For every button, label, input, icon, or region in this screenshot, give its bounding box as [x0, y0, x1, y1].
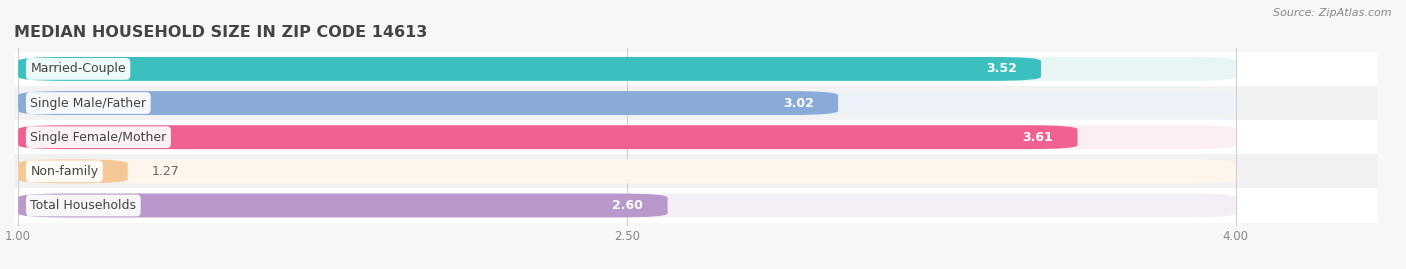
Text: Non-family: Non-family	[31, 165, 98, 178]
Text: Married-Couple: Married-Couple	[31, 62, 127, 75]
Text: MEDIAN HOUSEHOLD SIZE IN ZIP CODE 14613: MEDIAN HOUSEHOLD SIZE IN ZIP CODE 14613	[14, 25, 427, 40]
Text: 3.61: 3.61	[1022, 131, 1053, 144]
FancyBboxPatch shape	[18, 125, 1236, 149]
Bar	[14, 52, 1378, 86]
Text: 2.60: 2.60	[613, 199, 643, 212]
FancyBboxPatch shape	[18, 159, 128, 183]
FancyBboxPatch shape	[18, 125, 1077, 149]
Text: Single Male/Father: Single Male/Father	[31, 97, 146, 109]
Text: 3.52: 3.52	[986, 62, 1017, 75]
Bar	[14, 154, 1378, 188]
Bar	[14, 120, 1378, 154]
FancyBboxPatch shape	[18, 159, 1236, 183]
Text: 1.27: 1.27	[152, 165, 180, 178]
FancyBboxPatch shape	[18, 57, 1236, 81]
FancyBboxPatch shape	[18, 57, 1040, 81]
Text: Source: ZipAtlas.com: Source: ZipAtlas.com	[1274, 8, 1392, 18]
FancyBboxPatch shape	[18, 91, 1236, 115]
Text: Single Female/Mother: Single Female/Mother	[31, 131, 166, 144]
FancyBboxPatch shape	[18, 193, 668, 217]
Bar	[14, 188, 1378, 222]
Text: Total Households: Total Households	[31, 199, 136, 212]
Bar	[14, 86, 1378, 120]
FancyBboxPatch shape	[18, 91, 838, 115]
Text: 3.02: 3.02	[783, 97, 814, 109]
FancyBboxPatch shape	[18, 193, 1236, 217]
